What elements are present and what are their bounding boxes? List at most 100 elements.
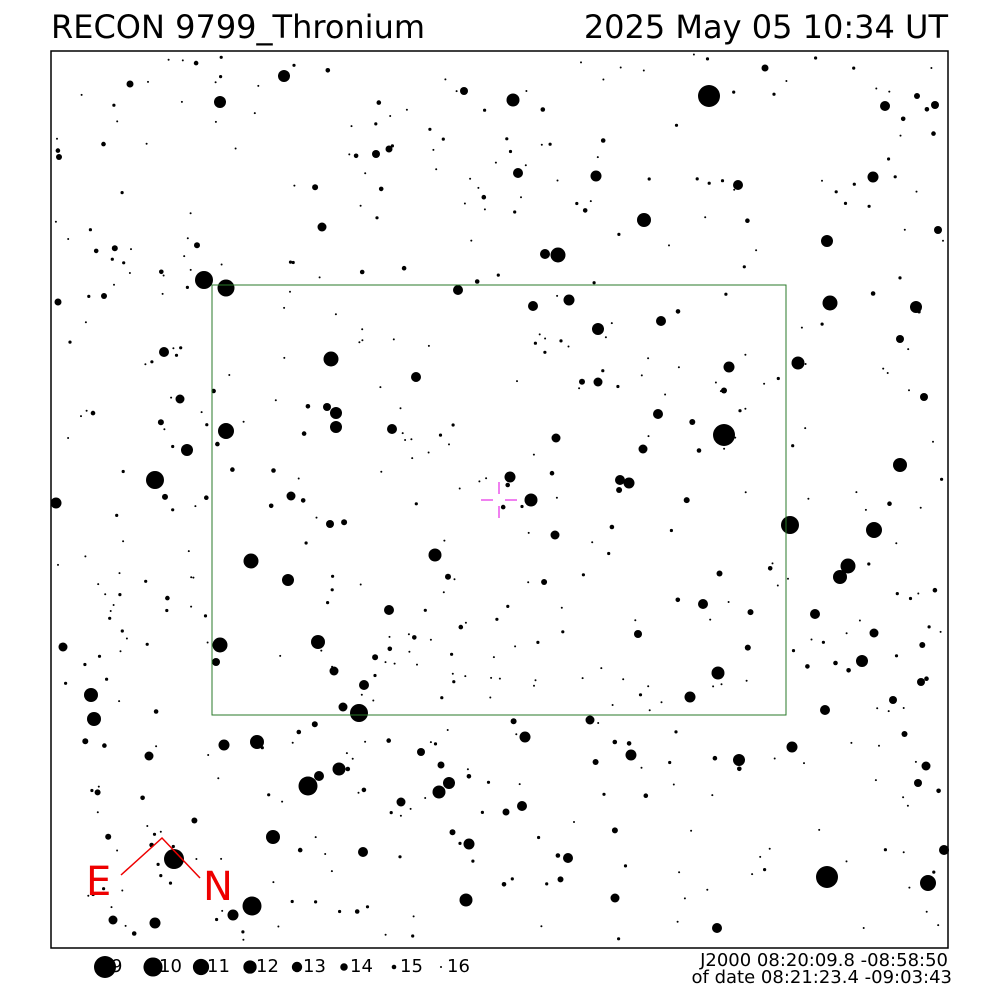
star [110,257,114,261]
star [908,389,910,392]
star [323,351,339,367]
star [683,497,690,504]
star [474,279,480,284]
star [483,208,486,211]
star [429,741,432,744]
star [821,235,833,247]
star [677,366,680,369]
star [330,870,333,873]
star [384,933,387,936]
star [867,171,879,183]
star [455,90,458,93]
star [220,857,223,860]
star [451,672,454,675]
star [162,274,165,277]
star [771,562,774,565]
star [93,248,99,254]
star [516,380,518,383]
star [432,785,446,799]
star [398,855,402,859]
star [504,471,516,483]
star [833,660,838,666]
star [763,868,767,872]
star [453,285,463,295]
star [243,553,259,569]
star [445,573,451,580]
star [85,409,88,412]
star [498,677,501,680]
star [266,830,280,844]
star [281,800,284,803]
star [171,508,175,512]
star [116,849,119,852]
star [520,504,524,509]
star [538,333,541,336]
star [411,934,415,938]
target-crosshair [481,482,517,518]
star [532,453,535,456]
star [351,757,354,760]
star [545,882,549,886]
star [97,583,100,586]
star [675,309,681,314]
star [437,761,445,769]
star [80,415,82,418]
star [104,593,107,596]
star [800,326,803,329]
star [640,766,643,769]
star [364,740,367,743]
star [932,440,934,443]
star [451,423,455,427]
star [917,592,920,595]
star [187,550,190,553]
star [361,328,364,331]
star [898,276,902,280]
star [767,566,773,571]
star [409,807,412,810]
star [324,853,327,855]
star [414,502,418,506]
star [573,821,575,823]
star [121,469,125,474]
star [286,491,296,501]
star [698,85,720,107]
star [206,641,209,644]
star [359,583,362,586]
star [602,792,606,796]
star [292,63,296,67]
star [458,841,462,846]
star [384,605,394,615]
star [314,771,324,781]
star [172,347,175,350]
star [50,497,62,509]
star [914,760,917,763]
star [131,931,137,936]
star [930,67,933,69]
star [914,779,922,787]
star [84,555,87,558]
star [429,638,432,641]
star [732,90,736,94]
star [253,112,256,115]
star [634,619,637,622]
star [638,693,643,697]
star [124,924,127,927]
star [345,752,348,755]
star [466,768,469,771]
star [560,606,563,609]
star [314,836,317,839]
star [207,754,210,756]
star [674,730,678,734]
star [314,900,318,904]
star [463,838,475,850]
star [550,247,566,263]
star [283,306,286,309]
star [57,563,59,566]
star [331,574,335,578]
star [96,811,99,814]
star [190,576,193,579]
star [260,746,264,750]
star [931,131,936,136]
coords-of-date: of date 08:21:23.4 -09:03:43 [692,967,952,988]
star [168,881,173,885]
